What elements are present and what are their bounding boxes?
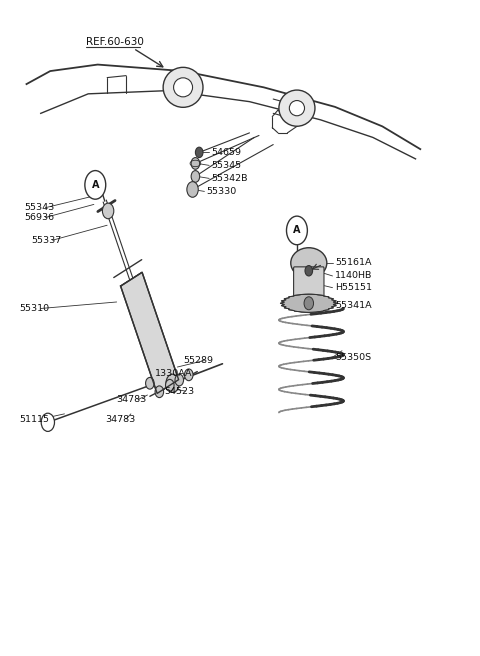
FancyBboxPatch shape xyxy=(294,267,324,298)
Circle shape xyxy=(102,203,114,218)
Circle shape xyxy=(166,374,179,392)
Circle shape xyxy=(145,377,154,389)
Text: REF.60-630: REF.60-630 xyxy=(86,37,144,47)
Circle shape xyxy=(191,157,200,169)
Circle shape xyxy=(166,379,174,391)
Circle shape xyxy=(187,182,198,197)
Text: 56936: 56936 xyxy=(24,213,54,222)
Circle shape xyxy=(184,369,193,380)
Text: 34783: 34783 xyxy=(105,415,135,424)
Text: A: A xyxy=(92,180,99,190)
Circle shape xyxy=(85,171,106,199)
Circle shape xyxy=(305,266,312,276)
Text: 55345: 55345 xyxy=(212,161,241,170)
Circle shape xyxy=(191,171,200,182)
Ellipse shape xyxy=(291,248,327,278)
Ellipse shape xyxy=(174,78,192,97)
Text: 1330AA: 1330AA xyxy=(155,369,192,378)
Polygon shape xyxy=(120,272,179,394)
Text: 55350S: 55350S xyxy=(335,353,371,361)
Circle shape xyxy=(41,413,55,432)
Text: 1140HB: 1140HB xyxy=(335,272,372,281)
Text: H55151: H55151 xyxy=(335,283,372,292)
Text: 51115: 51115 xyxy=(19,415,49,424)
Circle shape xyxy=(287,216,307,245)
Circle shape xyxy=(304,297,313,310)
Ellipse shape xyxy=(289,100,304,115)
Text: 55330: 55330 xyxy=(207,187,237,196)
Text: 54523: 54523 xyxy=(164,386,194,396)
Text: 55289: 55289 xyxy=(183,356,213,365)
Circle shape xyxy=(195,147,203,157)
Circle shape xyxy=(155,386,164,398)
Circle shape xyxy=(175,374,183,386)
Text: 54659: 54659 xyxy=(212,148,241,157)
Text: A: A xyxy=(293,226,300,236)
Text: 55337: 55337 xyxy=(31,236,61,245)
Polygon shape xyxy=(280,294,337,312)
Text: 55161A: 55161A xyxy=(335,258,372,268)
Text: 55310: 55310 xyxy=(19,304,49,313)
Ellipse shape xyxy=(279,90,315,126)
Text: 34783: 34783 xyxy=(117,395,147,404)
Text: 55343: 55343 xyxy=(24,203,54,212)
Ellipse shape xyxy=(163,68,203,108)
Text: 55341A: 55341A xyxy=(335,300,372,310)
Text: 55342B: 55342B xyxy=(212,174,248,183)
